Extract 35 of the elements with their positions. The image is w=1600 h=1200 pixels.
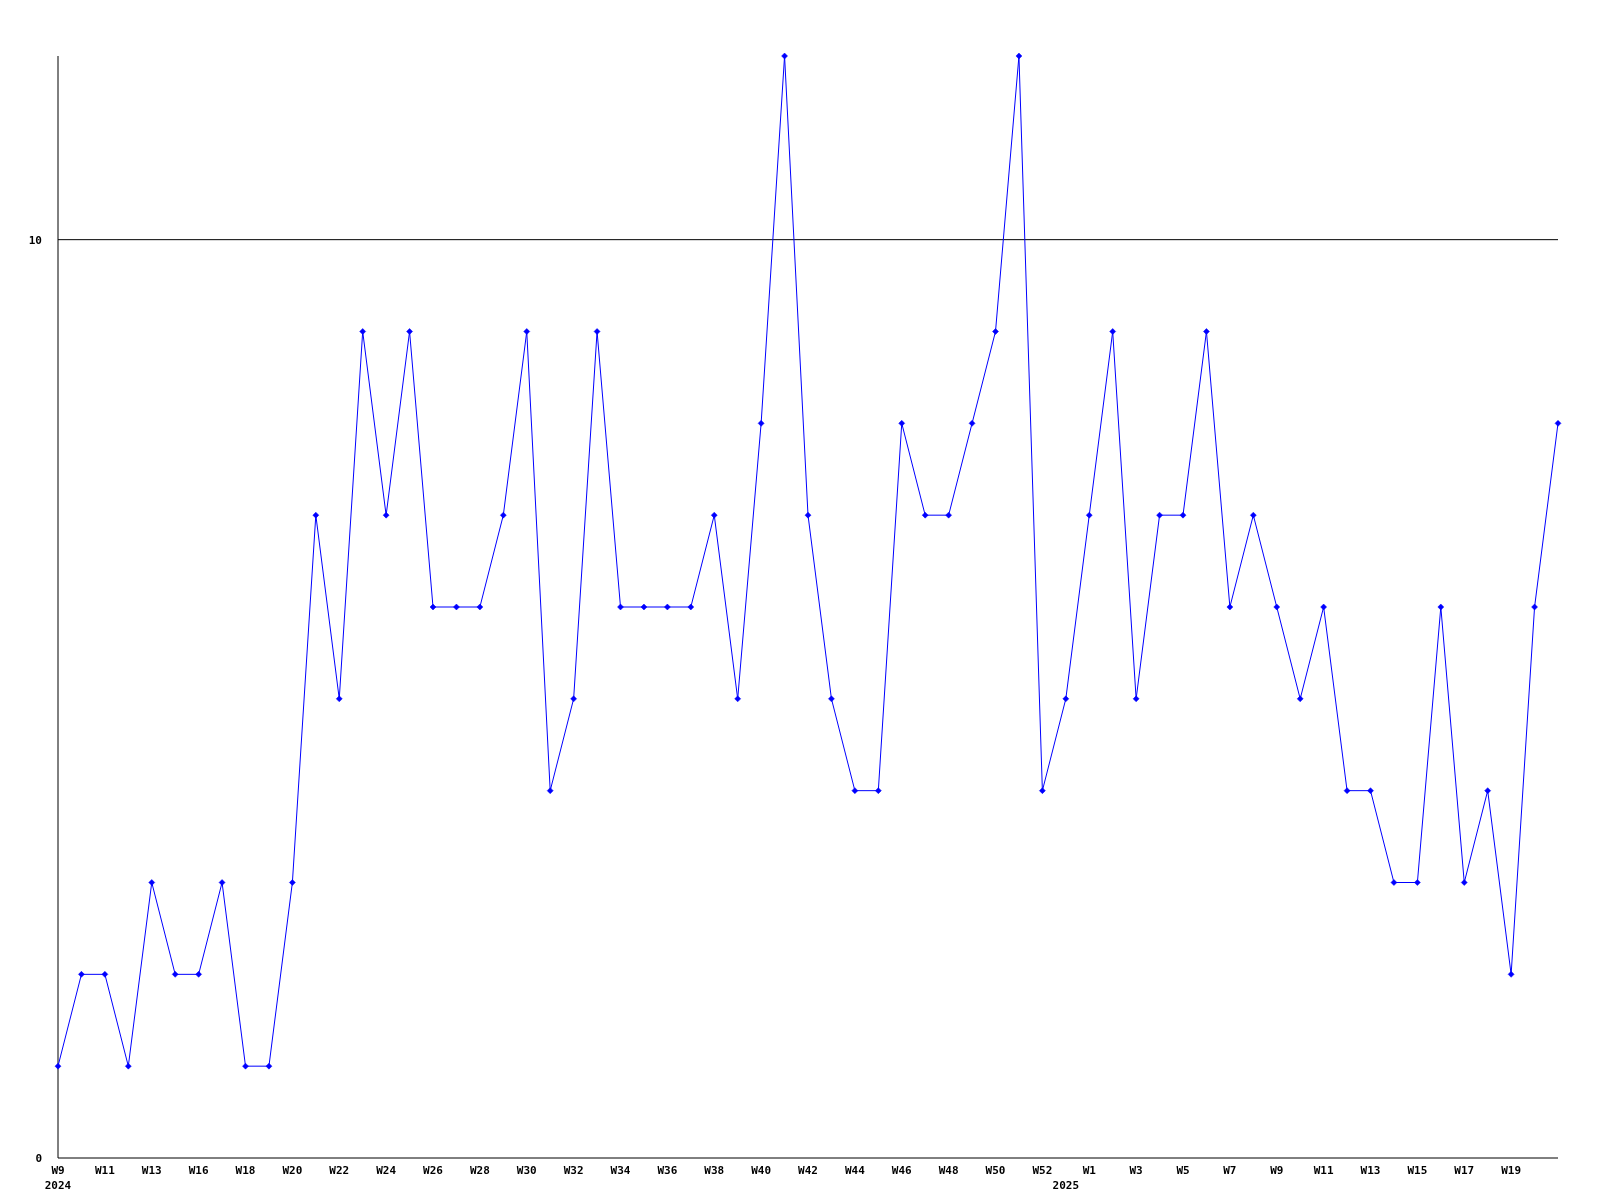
x-tick-label: W40 (751, 1164, 772, 1177)
x-tick-label: W50 (985, 1164, 1006, 1177)
x-tick-label: W32 (563, 1164, 584, 1177)
x-tick-label: W46 (891, 1164, 913, 1177)
x-tick-label: W11 (94, 1164, 116, 1177)
x-tick-label: W52 (1032, 1164, 1053, 1177)
y-tick-label: 10 (28, 233, 42, 247)
x-tick-label: W17 (1454, 1164, 1475, 1177)
x-tick-label: W11 (1313, 1164, 1334, 1177)
x-tick-label: W3 (1129, 1164, 1143, 1177)
x-tick-label: W34 (610, 1164, 631, 1177)
x-tick-label: W15 (1407, 1164, 1428, 1177)
x-tick-label: W1 (1082, 1164, 1097, 1177)
x-tick-label: W44 (844, 1164, 866, 1177)
x-tick-label: W36 (657, 1164, 678, 1177)
x-tick-label: W20 (282, 1164, 303, 1177)
x-tick-label: W38 (704, 1164, 725, 1177)
x-tick-label: W42 (798, 1164, 818, 1177)
x-tick-label: W9 (1270, 1164, 1284, 1177)
x-tick-label: W9 2024 (44, 1164, 72, 1192)
x-tick-label: 2025 (1052, 1179, 1080, 1192)
x-tick-label: W7 (1223, 1164, 1237, 1177)
x-tick-label: W13 (1360, 1164, 1381, 1177)
y-tick-label: 0 (35, 1151, 42, 1165)
x-tick-label: W5 (1176, 1164, 1190, 1177)
x-tick-label: W30 (516, 1164, 537, 1177)
x-tick-label: W18 (235, 1164, 256, 1177)
x-tick-label: W28 (469, 1164, 490, 1177)
x-tick-label: W19 (1501, 1164, 1522, 1177)
x-tick-label: W13 (141, 1164, 162, 1177)
x-tick-label: W24 (376, 1164, 397, 1177)
x-tick-label: W26 (423, 1164, 444, 1177)
x-tick-label: W48 (938, 1164, 959, 1177)
x-tick-label: W16 (188, 1164, 209, 1177)
x-tick-label: W22 (329, 1164, 350, 1177)
